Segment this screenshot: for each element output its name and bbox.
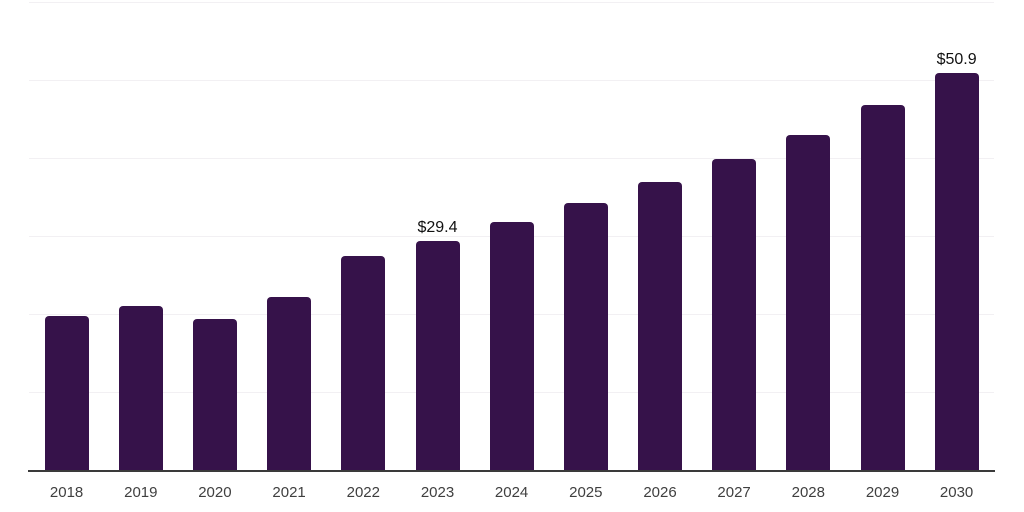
bar-2020	[192, 318, 237, 470]
data-label-2023: $29.4	[417, 218, 458, 236]
bar-2018	[44, 315, 89, 470]
x-tick-label-2030: 2030	[939, 484, 974, 501]
x-tick-label-2021: 2021	[272, 484, 306, 501]
x-tick-label-2025: 2025	[569, 484, 603, 501]
bar-2029	[860, 105, 905, 470]
bar-2021	[267, 296, 312, 470]
bar-2026	[638, 182, 682, 470]
x-tick-label-2018: 2018	[49, 484, 84, 501]
data-label-2030: $50.9	[936, 51, 977, 68]
x-tick-label-2020: 2020	[198, 484, 232, 501]
x-tick-label-2022: 2022	[346, 484, 380, 501]
x-tick-label-2027: 2027	[717, 484, 751, 501]
bar-2019	[118, 306, 163, 470]
x-tick-label-2019: 2019	[124, 484, 158, 501]
x-tick-label-2024: 2024	[494, 484, 529, 501]
bar-2024	[489, 222, 534, 470]
x-tick-label-2028: 2028	[791, 484, 825, 501]
gridline-40	[29, 158, 994, 159]
x-tick-label-2023: 2023	[420, 484, 455, 501]
bar-2030	[934, 73, 979, 470]
bar-2023	[415, 240, 460, 470]
x-tick-label-2026: 2026	[643, 484, 677, 501]
gridline-50	[29, 80, 994, 81]
bar-2022	[341, 255, 386, 470]
gridline-60	[29, 2, 994, 3]
bar-2028	[786, 134, 831, 470]
x-axis-line	[28, 470, 995, 472]
bar-2027	[712, 158, 757, 470]
bar-2025	[563, 203, 608, 470]
x-tick-label-2029: 2029	[865, 484, 900, 501]
